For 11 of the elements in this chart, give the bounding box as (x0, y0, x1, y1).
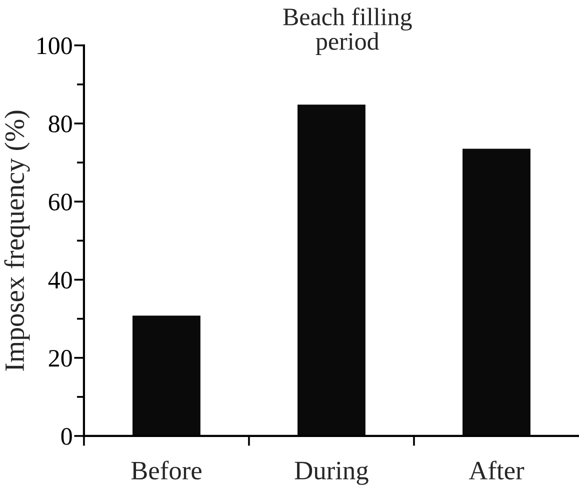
y-tick-label: 40 (48, 272, 72, 289)
x-tick-label: During (294, 462, 368, 485)
y-tick-label: 0 (61, 428, 72, 445)
x-tick-label: After (468, 460, 524, 480)
y-axis-title: Imposex frequency (%) (4, 110, 30, 371)
x-tick-label: Before (131, 460, 202, 480)
y-tick-label: 20 (48, 350, 72, 367)
y-tick-label: 60 (48, 194, 72, 211)
chart-title: Beach filling period (283, 8, 412, 55)
y-tick-label: 80 (48, 116, 72, 132)
y-tick-label: 100 (38, 37, 72, 54)
